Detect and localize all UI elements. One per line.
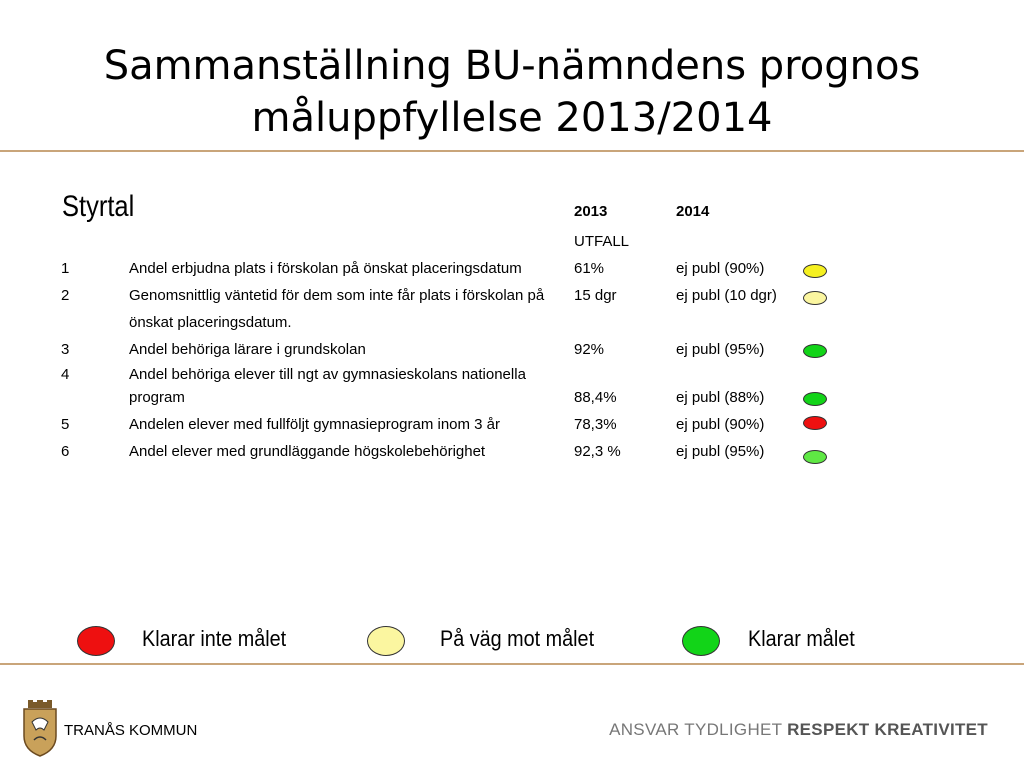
row-number: 1 — [61, 260, 70, 277]
row-number: 2 — [61, 287, 70, 304]
slogan-light: ANSVAR TYDLIGHET — [609, 720, 783, 739]
legend-label-on-track: På väg mot målet — [440, 626, 595, 651]
column-header-2013: 2013 — [574, 203, 608, 220]
title-line-2: måluppfyllelse 2013/2014 — [251, 95, 773, 141]
row-value-2014: ej publ (10 dgr) — [676, 287, 777, 304]
row-description: Andel behöriga elever till ngt av gymnas… — [129, 366, 526, 383]
row-value-2014: ej publ (90%) — [676, 416, 765, 433]
status-indicator — [803, 450, 827, 464]
row-value-2013: 92% — [574, 341, 605, 358]
table-heading: Styrtal — [62, 190, 135, 223]
row-description: Genomsnittlig väntetid för dem som inte … — [129, 287, 545, 304]
legend-label-meeting: Klarar målet — [748, 626, 855, 651]
row-value-2014: ej publ (95%) — [676, 341, 765, 358]
status-indicator — [803, 344, 827, 358]
status-indicator — [803, 392, 827, 406]
legend-yellow-dot — [367, 626, 405, 656]
row-number: 6 — [61, 443, 70, 460]
title-line-1: Sammanställning BU-nämndens prognos — [103, 43, 921, 89]
row-description: Andel elever med grundläggande högskoleb… — [129, 443, 486, 460]
legend-green-dot — [682, 626, 720, 656]
row-description-continued: program — [129, 389, 185, 406]
bottom-divider — [0, 663, 1024, 665]
page-title: Sammanställning BU-nämndens prognos målu… — [0, 40, 1024, 144]
row-description: Andel erbjudna plats i förskolan på önsk… — [129, 260, 522, 277]
row-description: Andelen elever med fullföljt gymnasiepro… — [129, 416, 501, 433]
row-value-2013: 15 dgr — [574, 287, 617, 304]
status-indicator — [803, 416, 827, 430]
slogan: ANSVAR TYDLIGHET RESPEKT KREATIVITET — [609, 720, 988, 740]
row-value-2014: ej publ (88%) — [676, 389, 765, 406]
row-value-2013: 78,3% — [574, 416, 617, 433]
row-description-continued: önskat placeringsdatum. — [129, 314, 292, 331]
column-header-2014: 2014 — [676, 203, 710, 220]
legend-red-dot — [77, 626, 115, 656]
column-subheader-utfall: UTFALL — [574, 233, 630, 250]
legend-label-not-meeting: Klarar inte målet — [142, 626, 287, 651]
row-number: 5 — [61, 416, 70, 433]
row-number: 3 — [61, 341, 70, 358]
status-indicator — [803, 291, 827, 305]
slogan-bold: RESPEKT KREATIVITET — [787, 720, 988, 739]
row-number: 4 — [61, 366, 70, 383]
coat-of-arms-icon — [23, 700, 57, 757]
row-value-2014: ej publ (90%) — [676, 260, 765, 277]
status-indicator — [803, 264, 827, 278]
row-value-2013: 61% — [574, 260, 605, 277]
row-value-2014: ej publ (95%) — [676, 443, 765, 460]
organization-name: TRANÅS KOMMUN — [64, 722, 198, 739]
top-divider — [0, 150, 1024, 152]
row-value-2013: 88,4% — [574, 389, 617, 406]
row-description: Andel behöriga lärare i grundskolan — [129, 341, 366, 358]
row-value-2013: 92,3 % — [574, 443, 621, 460]
